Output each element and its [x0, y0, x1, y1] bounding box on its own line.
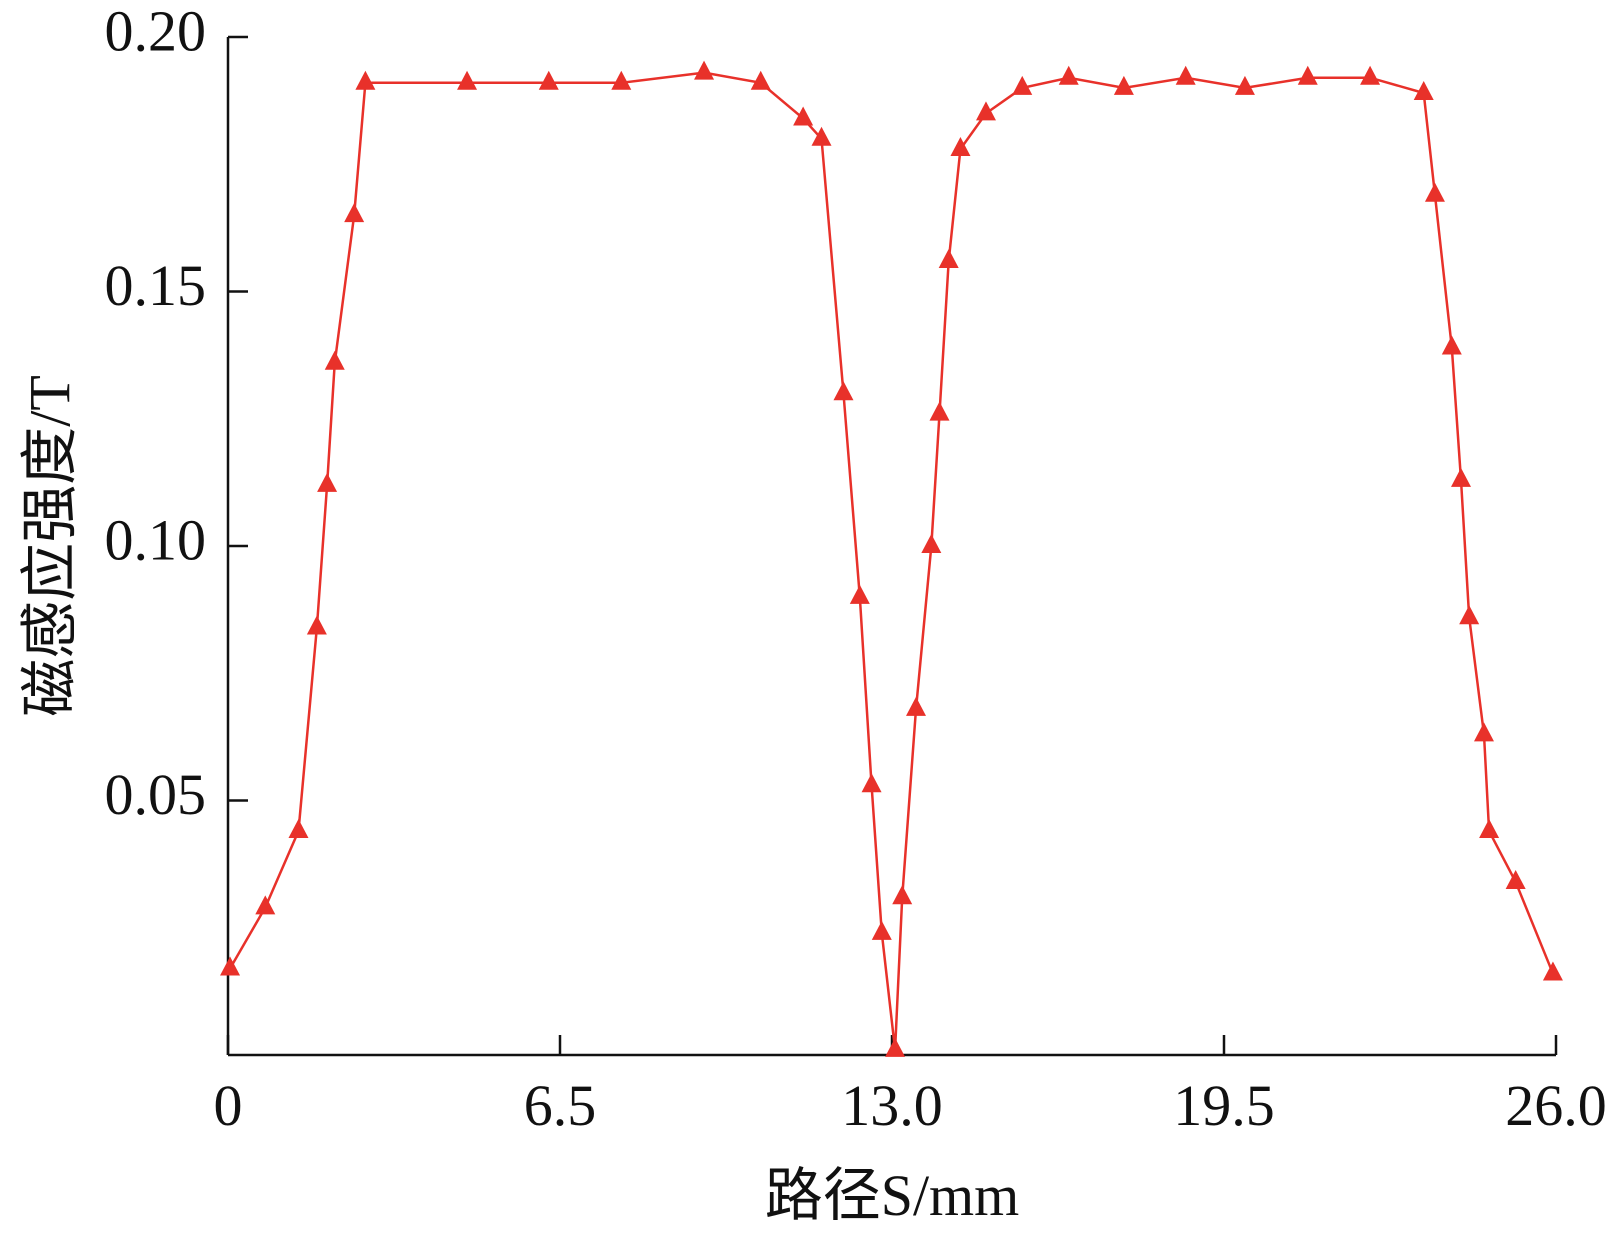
- data-marker: [921, 534, 942, 553]
- data-line: [228, 71, 1555, 1051]
- x-tick-label: 19.5: [1173, 1073, 1275, 1138]
- data-marker: [694, 60, 715, 80]
- x-tick-label: 0: [214, 1073, 243, 1138]
- data-marker: [1424, 182, 1445, 202]
- data-marker: [938, 248, 959, 268]
- data-marker: [885, 1037, 906, 1057]
- x-axis-label: 路径S/mm: [765, 1163, 1020, 1228]
- data-marker: [220, 956, 241, 976]
- data-marker: [929, 401, 950, 421]
- data-marker: [892, 885, 913, 905]
- y-tick-label: 0.05: [105, 762, 207, 827]
- data-marker: [317, 472, 338, 492]
- data-marker: [1450, 467, 1471, 487]
- data-marker: [1058, 65, 1079, 85]
- data-marker: [324, 350, 345, 370]
- data-marker: [906, 696, 927, 716]
- data-marker: [1542, 961, 1563, 981]
- data-marker: [1297, 65, 1318, 85]
- data-marker: [811, 126, 832, 146]
- data-marker: [1413, 80, 1434, 100]
- data-marker: [255, 895, 276, 915]
- data-marker: [1459, 605, 1480, 625]
- data-marker: [1113, 75, 1134, 95]
- data-marker: [871, 920, 892, 940]
- data-marker: [457, 70, 478, 90]
- data-marker: [355, 70, 376, 90]
- data-marker: [1012, 75, 1033, 95]
- data-marker: [306, 615, 327, 635]
- y-tick-label: 0.20: [105, 0, 207, 63]
- data-marker: [1473, 722, 1494, 742]
- data-marker: [1479, 819, 1500, 839]
- y-tick-label: 0.15: [105, 253, 207, 318]
- data-marker: [849, 584, 870, 604]
- data-marker: [611, 70, 632, 90]
- y-tick-label: 0.10: [105, 507, 207, 572]
- data-marker: [1441, 335, 1462, 355]
- data-marker: [1175, 65, 1196, 85]
- x-tick-label: 13.0: [841, 1073, 943, 1138]
- data-marker: [950, 136, 971, 156]
- data-marker: [1360, 65, 1381, 85]
- data-marker: [538, 70, 559, 90]
- data-marker: [975, 101, 996, 121]
- data-marker: [344, 203, 365, 223]
- y-axis-label: 磁感应强度/T: [17, 375, 82, 717]
- data-marker: [861, 773, 882, 793]
- data-marker: [833, 381, 854, 401]
- data-marker: [793, 106, 814, 126]
- data-marker: [1234, 75, 1255, 95]
- data-marker: [750, 70, 771, 90]
- x-tick-label: 26.0: [1505, 1073, 1607, 1138]
- data-marker: [288, 819, 309, 839]
- data-marker: [1505, 869, 1526, 889]
- x-tick-label: 6.5: [524, 1073, 597, 1138]
